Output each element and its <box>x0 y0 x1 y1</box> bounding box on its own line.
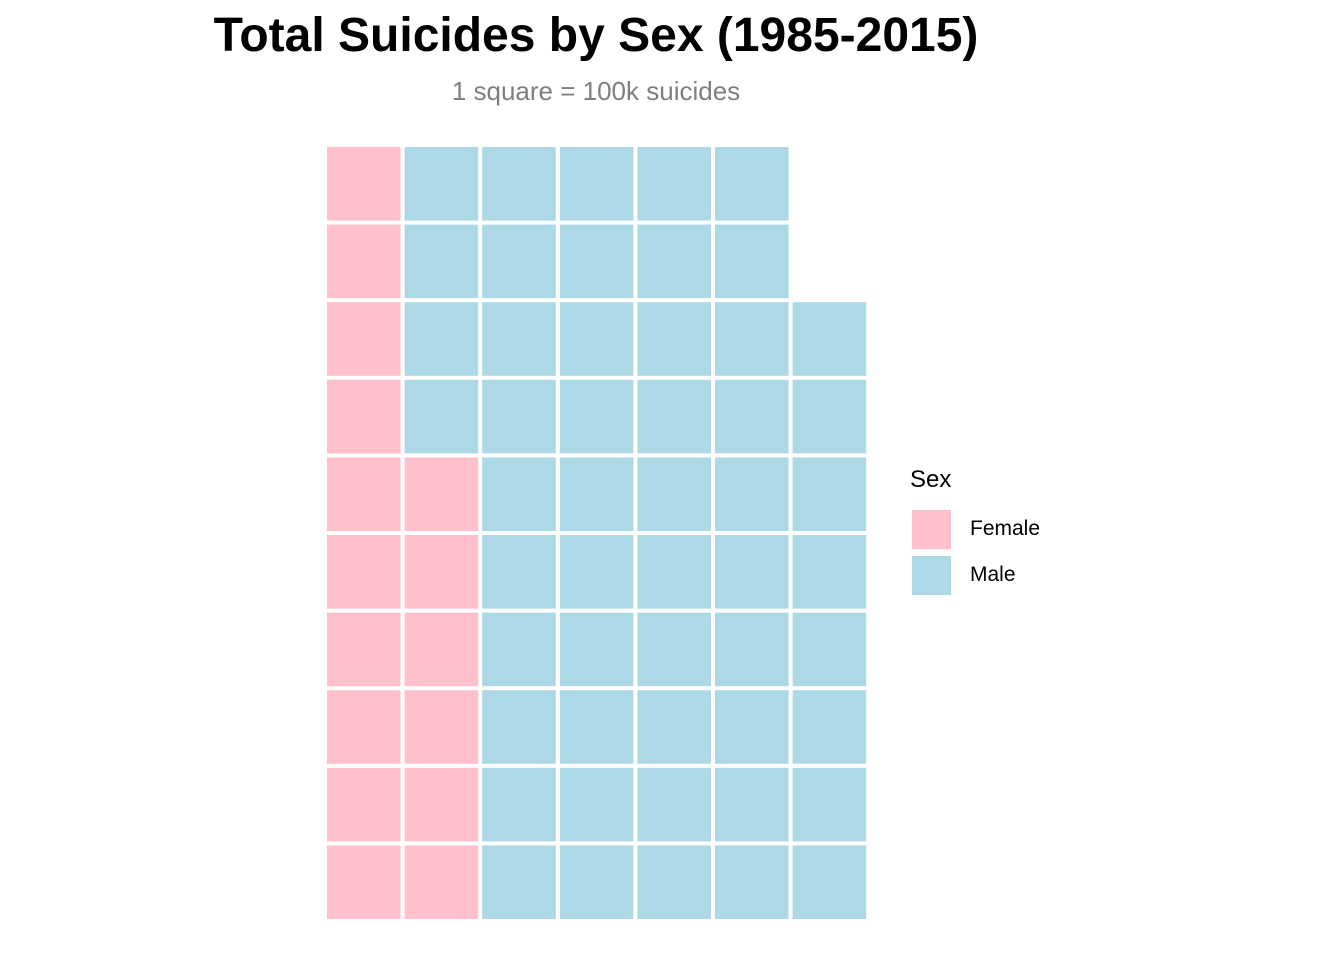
waffle-square-male-29 <box>637 535 711 609</box>
waffle-square-male-40 <box>715 457 789 531</box>
waffle-square-male-2 <box>404 302 479 376</box>
waffle-square-male-44 <box>715 147 789 221</box>
waffle-square-male-25 <box>637 845 711 919</box>
waffle-square-male-14 <box>482 147 556 221</box>
waffle-square-female-13 <box>404 690 479 764</box>
waffle-square-male-35 <box>715 845 789 919</box>
legend-item-male: Male <box>910 552 1040 598</box>
waffle-square-male-9 <box>482 535 556 609</box>
legend-item-female: Female <box>910 506 1040 552</box>
chart-title: Total Suicides by Sex (1985-2015) <box>213 9 979 62</box>
waffle-square-male-33 <box>637 224 711 299</box>
waffle-square-male-15 <box>559 845 634 919</box>
waffle-square-male-3 <box>404 224 479 299</box>
waffle-square-male-27 <box>637 690 711 764</box>
waffle-square-male-31 <box>637 379 711 454</box>
waffle-square-male-5 <box>482 845 556 919</box>
waffle-square-male-24 <box>559 147 634 221</box>
waffle-square-female-3 <box>327 690 401 764</box>
waffle-square-female-16 <box>404 457 479 531</box>
waffle-square-male-1 <box>404 379 479 454</box>
waffle-square-male-6 <box>482 767 556 842</box>
waffle-square-male-11 <box>482 379 556 454</box>
waffle-square-male-17 <box>559 690 634 764</box>
legend-label-female: Female <box>970 517 1041 540</box>
waffle-square-male-16 <box>559 767 634 842</box>
waffle-square-female-1 <box>327 845 401 919</box>
waffle-square-male-8 <box>482 612 556 687</box>
waffle-square-female-2 <box>327 767 401 842</box>
waffle-square-female-8 <box>327 302 401 376</box>
waffle-square-female-5 <box>327 535 401 609</box>
waffle-square-male-48 <box>792 612 867 687</box>
waffle-square-female-12 <box>404 767 479 842</box>
waffle-square-female-4 <box>327 612 401 687</box>
waffle-square-female-9 <box>327 224 401 299</box>
waffle-square-female-14 <box>404 612 479 687</box>
waffle-square-male-42 <box>715 302 789 376</box>
waffle-square-male-46 <box>792 767 867 842</box>
legend-swatch-male <box>912 555 951 595</box>
legend-swatch-female <box>912 509 951 549</box>
waffle-square-male-34 <box>637 147 711 221</box>
waffle-square-male-19 <box>559 535 634 609</box>
waffle-square-female-15 <box>404 535 479 609</box>
legend-label-male: Male <box>970 563 1016 586</box>
waffle-square-male-51 <box>792 379 867 454</box>
waffle-square-male-18 <box>559 612 634 687</box>
waffle-square-male-30 <box>637 457 711 531</box>
waffle-square-male-22 <box>559 302 634 376</box>
waffle-square-male-32 <box>637 302 711 376</box>
waffle-square-male-26 <box>637 767 711 842</box>
waffle-square-male-20 <box>559 457 634 531</box>
waffle-square-male-4 <box>404 147 479 221</box>
waffle-square-male-36 <box>715 767 789 842</box>
waffle-square-male-7 <box>482 690 556 764</box>
waffle-square-female-7 <box>327 379 401 454</box>
waffle-square-male-43 <box>715 224 789 299</box>
waffle-square-male-13 <box>482 224 556 299</box>
waffle-square-male-37 <box>715 690 789 764</box>
waffle-square-male-28 <box>637 612 711 687</box>
waffle-square-female-6 <box>327 457 401 531</box>
waffle-square-male-52 <box>792 302 867 376</box>
waffle-square-male-23 <box>559 224 634 299</box>
waffle-square-male-49 <box>792 535 867 609</box>
waffle-square-male-47 <box>792 690 867 764</box>
waffle-square-male-39 <box>715 535 789 609</box>
waffle-square-male-50 <box>792 457 867 531</box>
waffle-square-male-45 <box>792 845 867 919</box>
chart-subtitle: 1 square = 100k suicides <box>451 76 741 106</box>
legend-title: Sex <box>910 466 952 493</box>
legend: Sex Female Male <box>910 466 1040 598</box>
waffle-square-male-12 <box>482 302 556 376</box>
waffle-square-male-21 <box>559 379 634 454</box>
waffle-square-male-38 <box>715 612 789 687</box>
waffle-square-female-11 <box>404 845 479 919</box>
waffle-square-female-10 <box>327 147 401 221</box>
waffle-square-male-10 <box>482 457 556 531</box>
waffle-square-male-41 <box>715 379 789 454</box>
